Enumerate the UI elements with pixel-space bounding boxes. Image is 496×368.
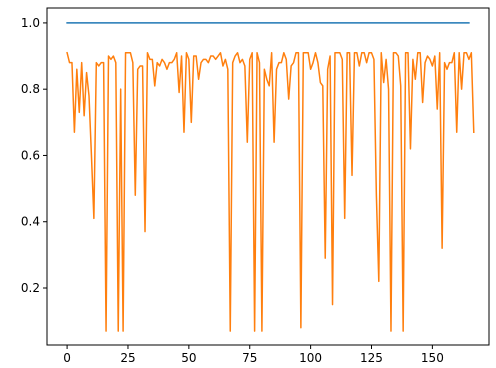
x-tick-label: 100 — [299, 351, 322, 365]
y-tick-label: 0.6 — [21, 148, 40, 162]
plot-area — [46, 7, 490, 346]
y-tick-label: 0.8 — [21, 82, 40, 96]
x-tick-label: 0 — [63, 351, 71, 365]
y-tick-label: 0.2 — [21, 281, 40, 295]
plot-frame — [46, 7, 490, 346]
x-axis: 0 25 50 75 100 125 150 — [63, 345, 444, 365]
x-tick-label: 25 — [120, 351, 135, 365]
series-layer — [66, 22, 475, 332]
x-tick-label: 75 — [242, 351, 257, 365]
y-tick-label: 0.4 — [21, 215, 40, 229]
x-tick-label: 125 — [360, 351, 383, 365]
x-tick-label: 150 — [421, 351, 444, 365]
x-tick-label: 50 — [181, 351, 196, 365]
y-axis: 0.2 0.4 0.6 0.8 1.0 — [21, 16, 47, 295]
y-tick-label: 1.0 — [21, 16, 40, 30]
series-line-2 — [66, 51, 475, 332]
